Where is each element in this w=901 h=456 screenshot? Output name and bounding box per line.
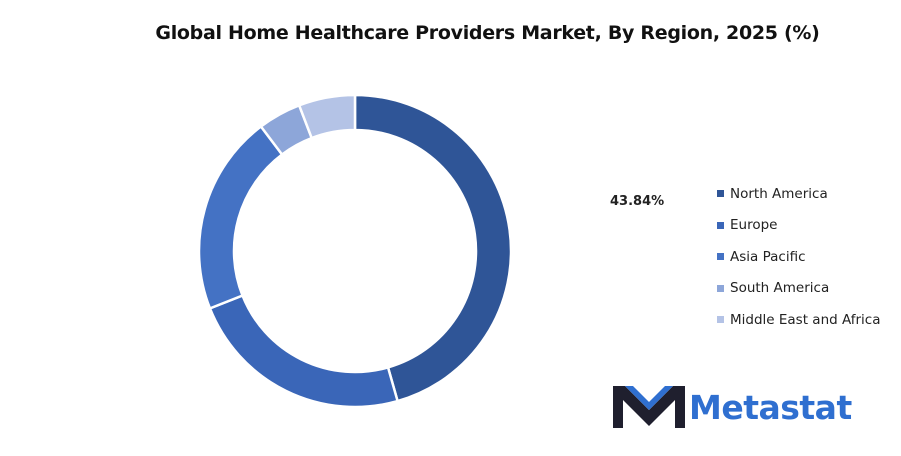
legend-label: North America	[730, 185, 828, 202]
metastat-logo: Metastat	[611, 384, 852, 430]
legend-swatch	[717, 253, 724, 261]
legend-label: Middle East and Africa	[730, 311, 881, 328]
legend: North America Europe Asia Pacific South …	[717, 178, 881, 336]
donut-slice-middle-east-and-africa	[297, 93, 357, 140]
legend-item-europe: Europe	[717, 210, 881, 242]
legend-swatch	[717, 316, 724, 324]
legend-item-south-america: South America	[717, 273, 881, 305]
legend-item-asia-pacific: Asia Pacific	[717, 241, 881, 273]
data-label-north-america: 43.84%	[610, 194, 665, 209]
legend-label: South America	[730, 280, 830, 297]
legend-label: Europe	[730, 217, 778, 234]
donut-slice-north-america	[353, 93, 513, 403]
metastat-logo-text: Metastat	[689, 387, 852, 427]
legend-swatch	[717, 284, 724, 292]
legend-label: Asia Pacific	[730, 248, 806, 265]
legend-swatch	[717, 221, 724, 229]
metastat-logo-icon	[613, 386, 685, 428]
chart-title: Global Home Healthcare Providers Market,…	[155, 22, 820, 44]
donut-slice-asia-pacific	[197, 124, 284, 311]
legend-swatch	[717, 190, 724, 198]
legend-item-north-america: North America	[717, 178, 881, 210]
legend-item-middle-east-and-africa: Middle East and Africa	[717, 304, 881, 336]
donut-slice-europe	[208, 293, 400, 409]
